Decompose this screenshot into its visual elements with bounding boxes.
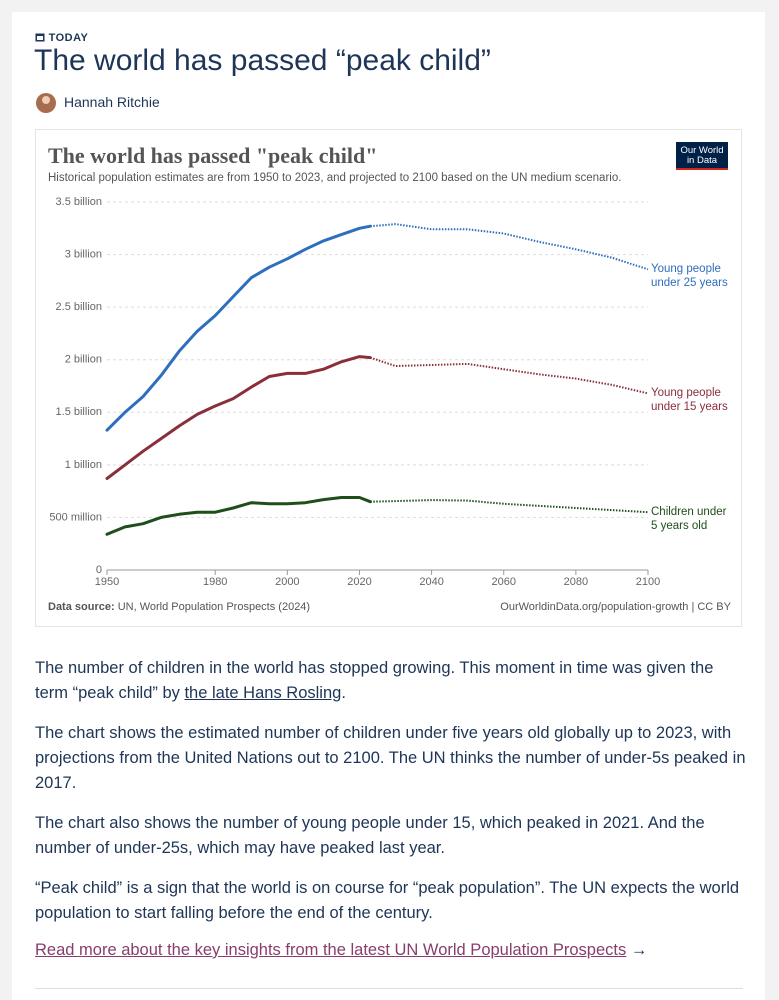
card xyxy=(12,12,765,1000)
page-title: The world has passed “peak child” xyxy=(34,44,491,77)
link[interactable]: the late Hans Rosling xyxy=(184,684,342,702)
projection-line xyxy=(370,223,649,271)
series-label: Children under 5 years old xyxy=(651,506,727,533)
divider xyxy=(35,988,743,989)
paragraph: The number of children in the world has … xyxy=(35,656,747,706)
series-line xyxy=(105,355,372,480)
read-more-link[interactable]: Read more about the key insights from th… xyxy=(35,941,627,959)
series-label: Young people under 15 years xyxy=(651,387,728,414)
logo-line: in Data xyxy=(686,155,718,166)
tag: TODAY xyxy=(35,32,88,44)
chart-frame xyxy=(35,129,742,627)
projection-line xyxy=(370,499,649,514)
author[interactable]: Hannah Ritchie xyxy=(64,94,160,110)
arrow: → xyxy=(630,941,648,959)
y-tick-label: 3.5 billion xyxy=(56,196,102,208)
paragraph: “Peak child” is a sign that the world is… xyxy=(35,879,740,922)
y-tick-label: 1 billion xyxy=(65,459,102,471)
tag-text: TODAY xyxy=(48,32,89,44)
text: . xyxy=(341,684,346,702)
text: The number of children in the world has … xyxy=(35,659,714,702)
series-line xyxy=(105,224,372,432)
x-tick-label: 1950 xyxy=(95,576,119,588)
calendar-icon xyxy=(35,33,45,42)
logo-line: Our World xyxy=(680,145,724,156)
chart-subtitle: Historical population estimates are from… xyxy=(48,172,622,184)
article-text: The number of children in the world has … xyxy=(35,656,747,941)
paragraph: The chart shows the estimated number of … xyxy=(35,724,746,792)
source: Data source: UN, World Population Prospe… xyxy=(48,601,310,613)
credit[interactable]: OurWorldinData.org/population-growth | C… xyxy=(500,601,731,613)
y-tick-label: 1.5 billion xyxy=(56,406,102,418)
source-label: Data source: xyxy=(48,601,115,613)
logo[interactable]: Our World in Data xyxy=(676,142,728,170)
x-tick-label: 2040 xyxy=(419,576,443,588)
x-tick-label: 2000 xyxy=(275,576,299,588)
y-tick-label: 2.5 billion xyxy=(56,301,102,313)
read-more: Read more about the key insights from th… xyxy=(35,941,647,960)
x-tick-label: 2060 xyxy=(491,576,515,588)
x-tick-label: 1980 xyxy=(203,576,227,588)
source-text: UN, World Population Prospects (2024) xyxy=(117,601,311,613)
projection-line xyxy=(369,356,649,395)
x-tick-label: 2080 xyxy=(564,576,588,588)
x-tick-label: 2020 xyxy=(347,576,371,588)
y-tick-label: 2 billion xyxy=(65,354,102,366)
y-tick-label: 500 million xyxy=(49,511,102,523)
y-tick-label: 0 xyxy=(96,564,102,576)
x-tick-label: 2100 xyxy=(636,576,660,588)
y-tick-label: 3 billion xyxy=(65,248,102,260)
chart-title: The world has passed "peak child" xyxy=(48,143,378,168)
series-line xyxy=(105,496,372,536)
paragraph: The chart also shows the number of young… xyxy=(35,814,705,857)
series-label: Young people under 25 years xyxy=(651,263,728,290)
